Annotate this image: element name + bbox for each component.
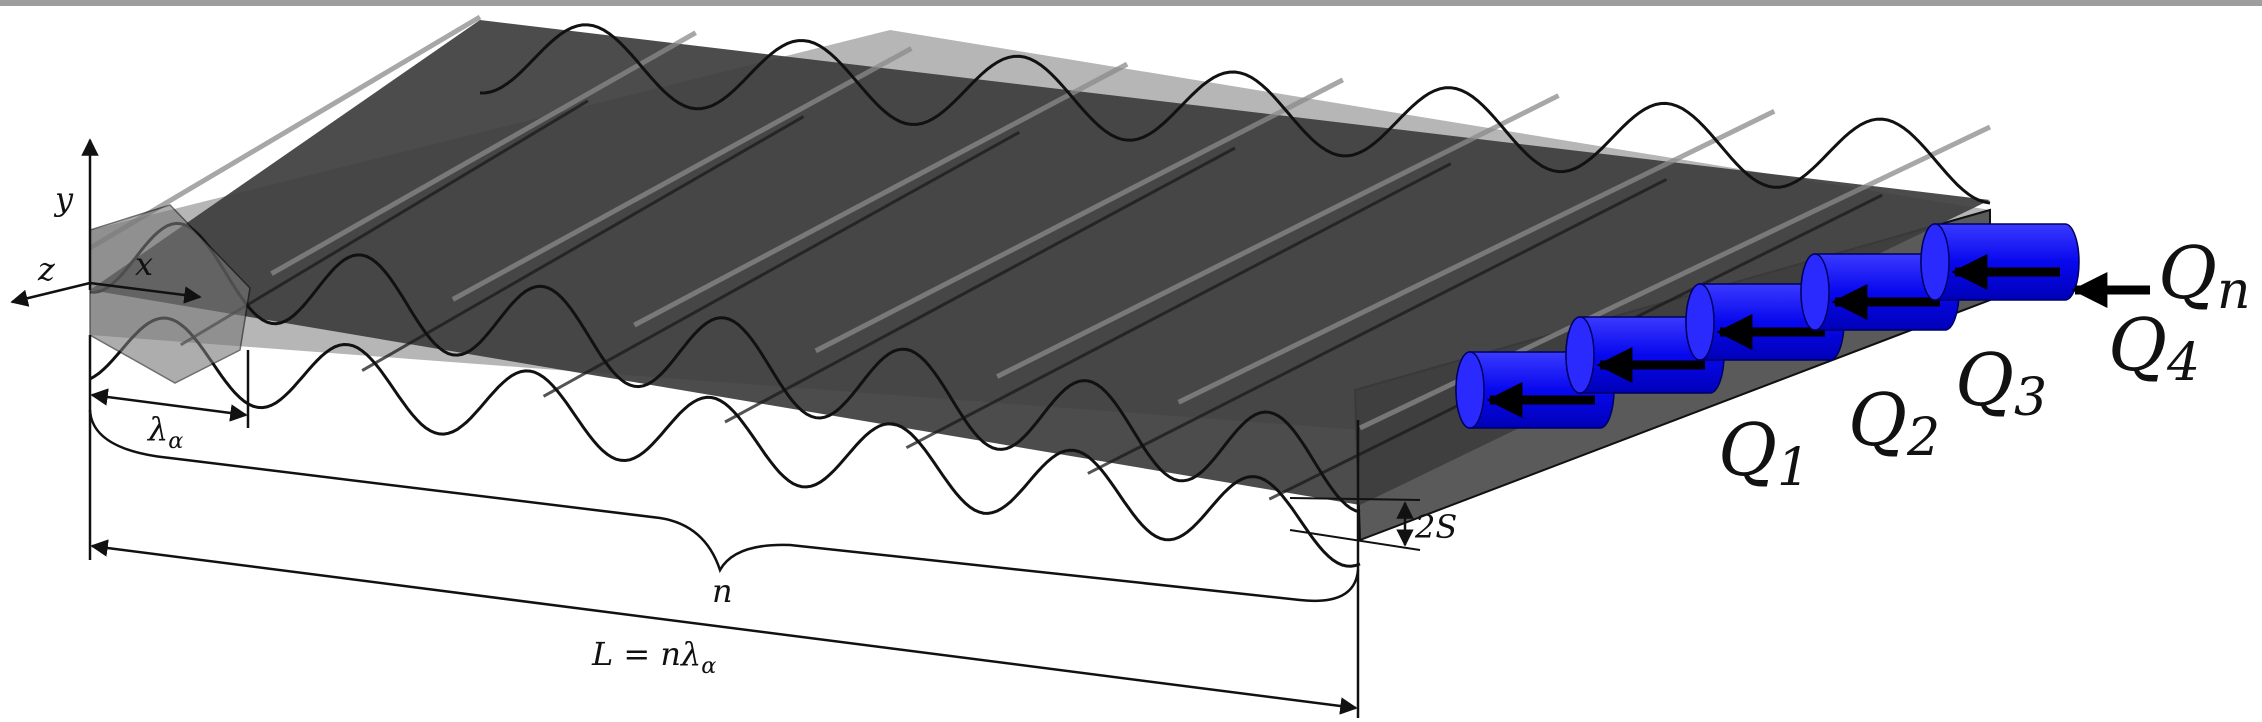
flow-cylinder (1565, 316, 1725, 394)
flow-label-2: Q2 (1848, 378, 1940, 468)
count-label: n (712, 572, 733, 610)
flow-cylinders (1455, 223, 2150, 429)
near-wave-edge (89, 221, 1361, 514)
z-axis (10, 281, 91, 307)
flow-label-1: Q1 (1718, 408, 1810, 498)
flow-label-4: Q4 (2108, 303, 2200, 393)
y-axis-label: y (53, 180, 74, 218)
z-axis-label: z (37, 250, 56, 288)
x-axis (89, 281, 202, 304)
flow-label-n: Qn (2158, 231, 2251, 321)
far-wave-edge (479, 23, 1991, 205)
top-border-bar (0, 0, 2262, 6)
corrugated-surface (88, 14, 1992, 568)
flow-cylinder (1920, 223, 2080, 301)
amplitude-label: 2S (1414, 508, 1457, 546)
x-axis-label: x (135, 245, 153, 283)
coordinate-axes: y x z (10, 138, 202, 307)
flow-labels: Q1 Q2 Q3 Q4 Qn (1718, 231, 2251, 498)
dimension-annotations: λα n L = nλα 2S (88, 335, 1457, 718)
wavelength-dimension (90, 388, 248, 422)
lower-wave-edge (89, 316, 1361, 568)
length-label: L = nλα (591, 635, 716, 679)
wavelength-label: λα (146, 410, 183, 454)
flow-label-3: Q3 (1955, 338, 2047, 428)
length-dimension (90, 539, 1358, 715)
